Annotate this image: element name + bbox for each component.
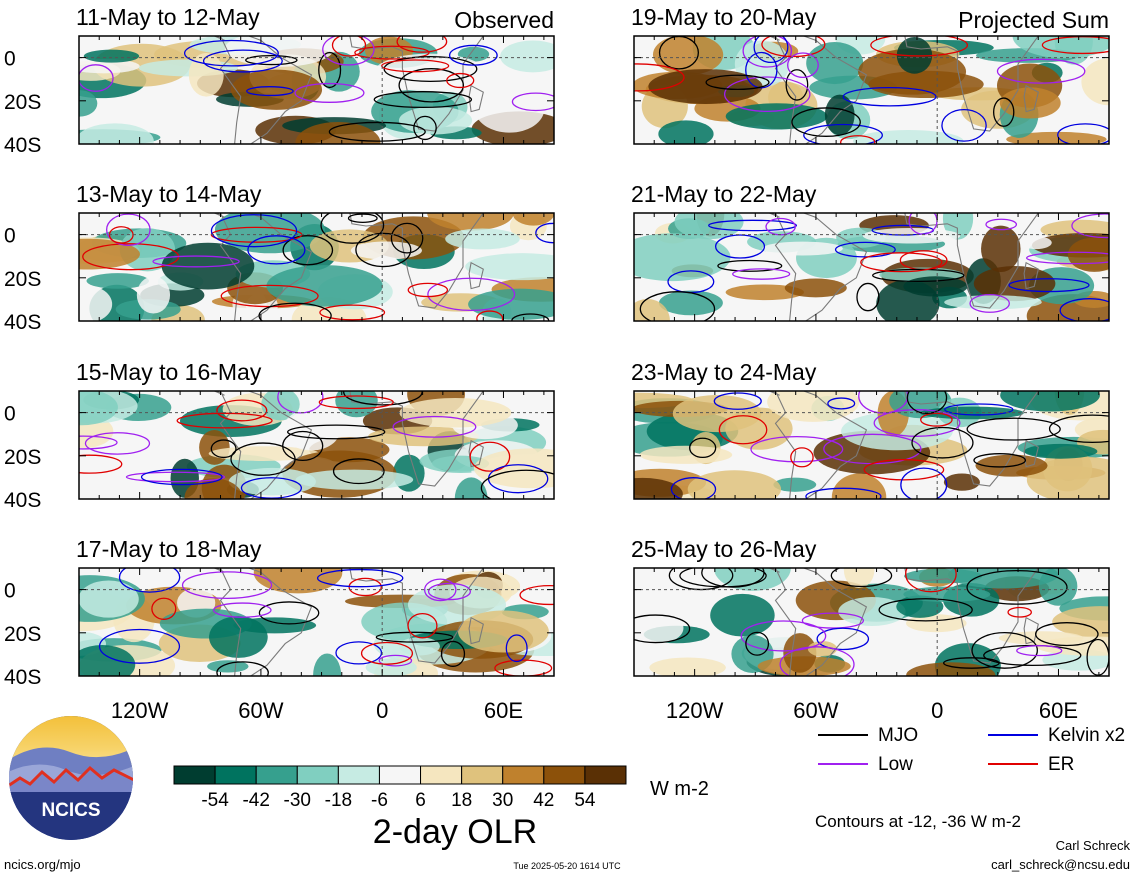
longitude-tick-label: 60W	[238, 698, 283, 723]
longitude-tick-label: 60W	[793, 698, 838, 723]
latitude-tick-label: 0	[4, 48, 16, 71]
map-panel: 23-May to 24-May	[631, 359, 1110, 500]
colorbar-swatch	[214, 765, 257, 785]
timestamp: Tue 2025-05-20 1614 UTC	[513, 861, 621, 871]
contour-legend: MJO Kelvin x2 Low ER	[818, 725, 1125, 775]
figure-title: 2-day OLR	[373, 813, 537, 851]
ncics-logo: NCICS	[9, 716, 133, 840]
colorbar-tick-label: -30	[284, 790, 311, 811]
longitude-tick-label: 60E	[1039, 698, 1078, 723]
legend-label: Kelvin x2	[1048, 725, 1125, 746]
latitude-tick-label: 0	[4, 403, 16, 426]
colorbar-tick-label: 30	[492, 790, 513, 811]
colorbar-swatch	[543, 765, 586, 785]
panel-date-range: 15-May to 16-May	[76, 359, 262, 385]
colorbar-units: W m-2	[650, 778, 709, 800]
longitude-tick-label: 0	[931, 698, 943, 723]
panel-type-label: Observed	[454, 7, 554, 33]
map-panel: 19-May to 20-May Projected Sum	[631, 4, 1110, 145]
colorbar-swatch	[461, 765, 504, 785]
colorbar-swatch	[502, 765, 545, 785]
colorbar-swatch	[420, 765, 463, 785]
map-panel: 25-May to 26-May	[631, 536, 1110, 677]
colorbar-tick-label: -18	[325, 790, 352, 811]
panel-date-range: 17-May to 18-May	[76, 536, 262, 562]
panel-date-range: 23-May to 24-May	[631, 359, 817, 385]
colorbar-tick-label: -54	[201, 790, 229, 811]
latitude-tick-label: 0	[4, 225, 16, 248]
legend-label: Low	[878, 754, 913, 775]
colorbar-tick-label: 6	[415, 790, 426, 811]
panel-date-range: 13-May to 14-May	[76, 181, 262, 207]
colorbar-tick-label: 18	[451, 790, 472, 811]
panel-type-label: Projected Sum	[958, 7, 1109, 33]
colorbar-swatch	[296, 765, 339, 785]
map-panel: 21-May to 22-May	[631, 181, 1110, 322]
latitude-tick-label: 20S	[4, 268, 41, 291]
map-panel: 0 20S 40S 11-May to 12-May Observed	[4, 4, 555, 157]
colorbar-tick-label: 42	[533, 790, 554, 811]
longitude-axis-labels: 120W 60W 0 60E 120W 60W 0 60E	[111, 698, 1078, 723]
colorbar-tick-label: -6	[371, 790, 388, 811]
source-url: ncics.org/mjo	[4, 857, 81, 872]
latitude-tick-label: 40S	[4, 311, 41, 334]
map-panel: 0 20S 40S 15-May to 16-May	[4, 359, 555, 512]
colorbar-tick-label: -42	[242, 790, 269, 811]
panel-date-range: 11-May to 12-May	[76, 4, 260, 30]
colorbar-swatch	[337, 765, 380, 785]
legend-label: ER	[1048, 754, 1074, 775]
longitude-tick-label: 120W	[666, 698, 724, 723]
colorbar: -54 -42 -30 -18 -6 6 18 30 42 54	[173, 765, 627, 811]
latitude-tick-label: 40S	[4, 489, 41, 512]
map-panel: 0 20S 40S 13-May to 14-May	[4, 181, 555, 334]
longitude-tick-label: 120W	[111, 698, 169, 723]
panel-date-range: 19-May to 20-May	[631, 4, 817, 30]
longitude-tick-label: 0	[376, 698, 388, 723]
colorbar-swatch	[378, 765, 422, 785]
legend-label: MJO	[878, 725, 918, 746]
logo-text: NCICS	[41, 800, 100, 821]
colorbar-tick-label: 54	[574, 790, 596, 811]
panel-date-range: 21-May to 22-May	[631, 181, 817, 207]
colorbar-swatch	[584, 765, 627, 785]
colorbar-swatch	[173, 765, 216, 785]
longitude-tick-label: 60E	[484, 698, 523, 723]
latitude-tick-label: 20S	[4, 91, 41, 114]
colorbar-swatch	[255, 765, 298, 785]
latitude-tick-label: 0	[4, 580, 16, 603]
author-name: Carl Schreck	[1056, 838, 1131, 853]
author-email: carl_schreck@ncsu.edu	[991, 857, 1130, 872]
panel-grid: 0 20S 40S 11-May to 12-May Observed 0 20S 40S 13…	[4, 4, 1110, 689]
latitude-tick-label: 20S	[4, 446, 41, 469]
contours-note: Contours at -12, -36 W m-2	[815, 812, 1021, 831]
map-panel: 0 20S 40S 17-May to 18-May	[4, 536, 555, 689]
latitude-tick-label: 40S	[4, 666, 41, 689]
latitude-tick-label: 20S	[4, 623, 41, 646]
latitude-tick-label: 40S	[4, 134, 41, 157]
panel-date-range: 25-May to 26-May	[631, 536, 817, 562]
